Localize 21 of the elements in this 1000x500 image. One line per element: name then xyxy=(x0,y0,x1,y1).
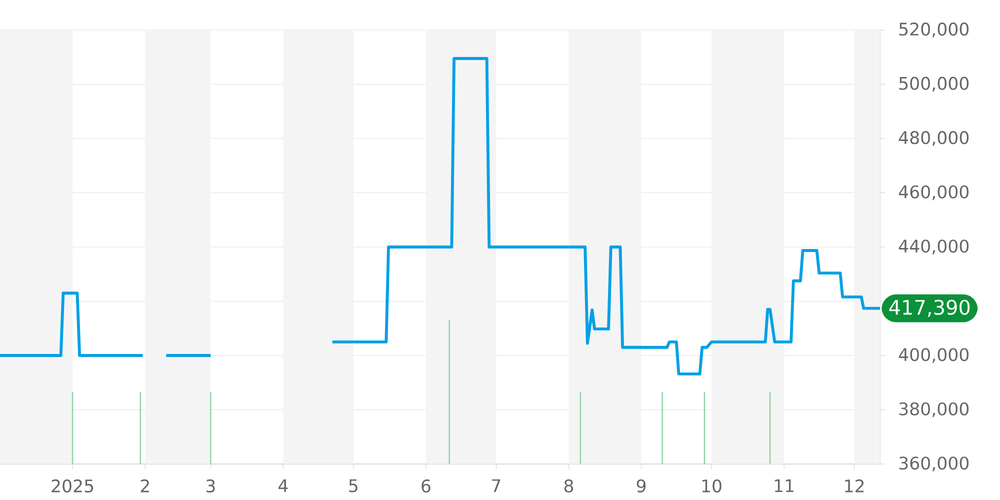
x-tick-label: 9 xyxy=(636,479,646,492)
x-tick-label: 8 xyxy=(564,479,574,492)
x-tick-label: 6 xyxy=(422,479,430,492)
annotation: 417,390 xyxy=(889,300,970,317)
x-tick-label: 4 xyxy=(278,479,288,492)
x-tick-label: 11 xyxy=(774,479,794,492)
y-tick-label: 380,000 xyxy=(899,402,969,418)
y-tick-label: 440,000 xyxy=(898,240,969,254)
x-tick-label: 2 xyxy=(140,479,149,492)
y-tick-label: 520,000 xyxy=(899,22,969,38)
y-tick-label: 500,000 xyxy=(899,76,969,92)
y-tick-label: 480,000 xyxy=(898,131,969,146)
y-tick-label: 360,000 xyxy=(899,456,969,472)
y-tick-label: 400,000 xyxy=(898,348,969,363)
y-tick-label: 460,000 xyxy=(898,185,969,200)
x-tick-label: 5 xyxy=(349,479,358,492)
x-tick-label: 3 xyxy=(206,479,215,492)
x-tick-label: 10 xyxy=(702,479,722,492)
x-tick-label: 12 xyxy=(845,479,864,492)
x-tick-label: 2025 xyxy=(52,479,94,492)
x-tick-label: 7 xyxy=(492,479,500,492)
